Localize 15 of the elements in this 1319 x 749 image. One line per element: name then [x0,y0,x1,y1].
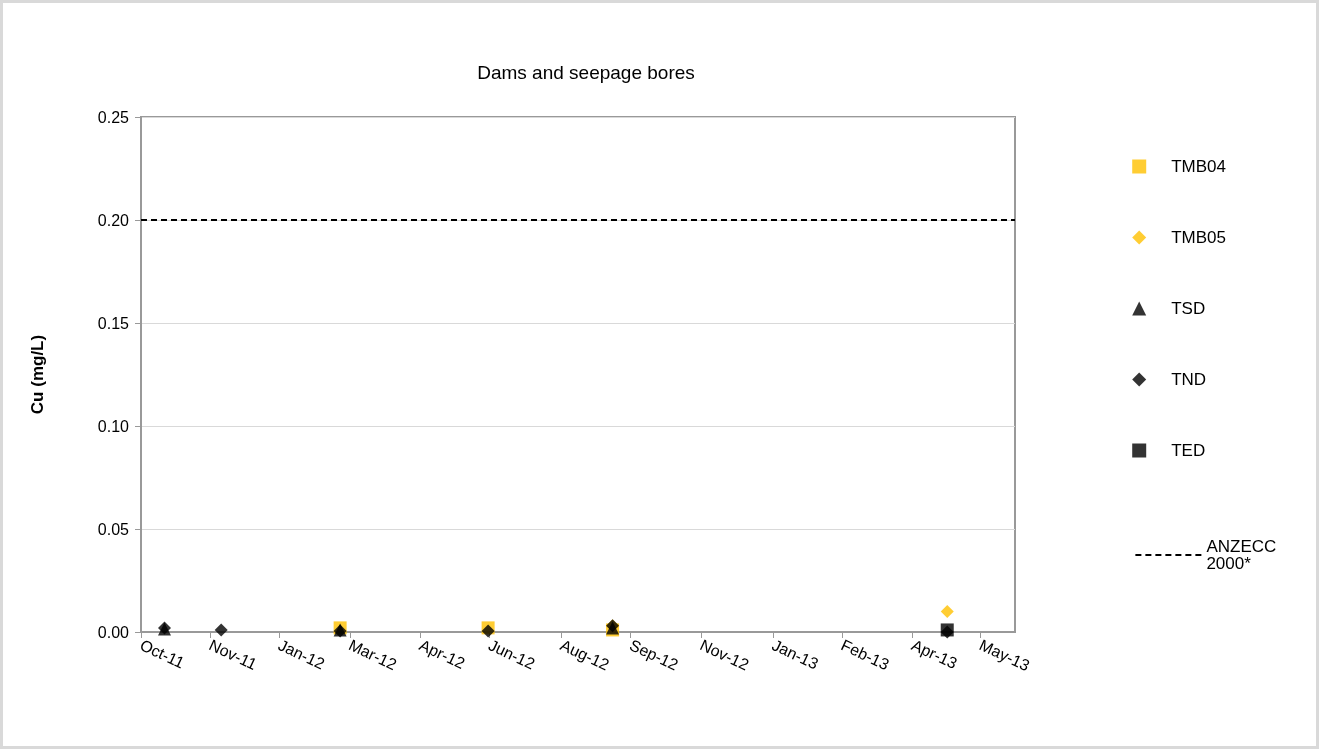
x-tick-label: Apr-13 [909,636,960,673]
legend-label: ANZECC 2000* [1206,537,1282,573]
y-tick-label: 0.20 [97,211,130,229]
legend-label: TED [1171,441,1206,460]
legend-label: TMB04 [1171,157,1226,176]
y-tick-label: 0.10 [97,417,130,435]
legend-label: TSD [1171,299,1206,318]
y-tick-label: 0.25 [97,108,130,126]
chart-title: Dams and seepage bores [477,62,695,83]
y-axis-title: Cu (mg/L) [28,334,47,415]
y-tick-label: 0.05 [97,520,130,538]
y-tick-label: 0.00 [97,623,130,641]
legend-label: TND [1171,370,1207,389]
y-tick-label: 0.15 [97,314,130,332]
legend-label: TMB05 [1171,228,1226,247]
